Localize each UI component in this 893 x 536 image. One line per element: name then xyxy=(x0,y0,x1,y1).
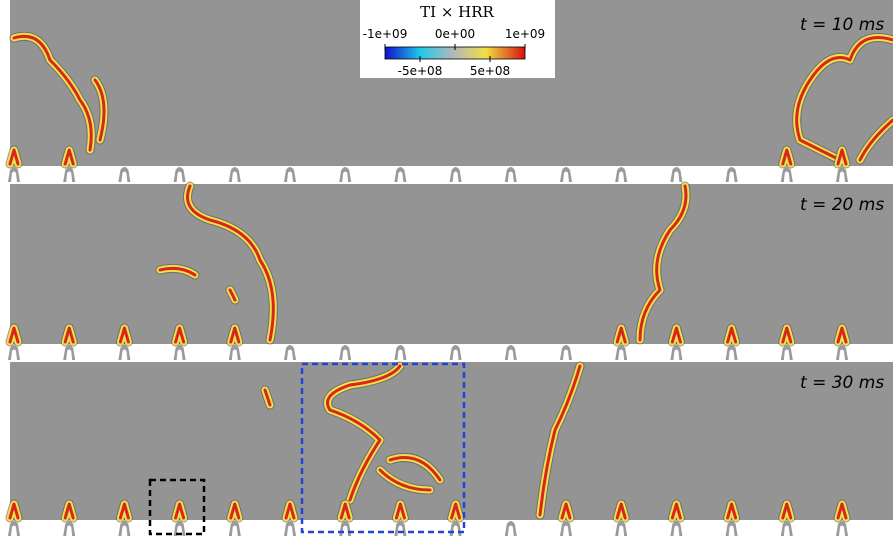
injector xyxy=(339,521,352,536)
injector xyxy=(449,345,462,360)
injector-flame xyxy=(65,504,73,518)
injector-flame xyxy=(783,150,791,164)
injector xyxy=(339,345,352,360)
injector-flame xyxy=(728,328,736,342)
injector xyxy=(394,167,407,182)
zoom-box-blue xyxy=(300,362,466,534)
injector xyxy=(670,345,683,360)
injector xyxy=(228,345,241,360)
injector xyxy=(284,167,296,182)
injector-flame xyxy=(838,328,846,342)
injector-flame xyxy=(286,504,294,518)
time-label: t = 20 ms xyxy=(800,195,884,215)
injector xyxy=(339,167,352,182)
injector-flame xyxy=(10,328,18,342)
injector xyxy=(228,167,241,182)
injector xyxy=(284,521,296,536)
injector xyxy=(725,167,738,182)
injector-flame xyxy=(341,504,349,518)
injector xyxy=(449,167,462,182)
injector xyxy=(8,521,20,536)
injector-flame xyxy=(783,328,791,342)
injector-flame xyxy=(452,504,460,518)
injector xyxy=(173,167,186,182)
injector xyxy=(284,345,296,360)
injector xyxy=(780,521,793,536)
colorbar-title: TI × HRR xyxy=(420,3,494,21)
zoom-box-black xyxy=(148,478,206,536)
injector-flame xyxy=(396,504,404,518)
flame-fronts xyxy=(10,31,893,518)
injector-flame xyxy=(783,504,791,518)
injector-flame xyxy=(231,328,239,342)
injector xyxy=(725,345,738,360)
colorbar-background xyxy=(360,0,555,78)
colorbar-tick-label: -1e+09 xyxy=(363,27,408,41)
injector xyxy=(63,345,76,360)
injector-flame xyxy=(176,328,184,342)
injector-flame xyxy=(65,328,73,342)
injector xyxy=(394,345,407,360)
time-label: t = 10 ms xyxy=(800,15,884,35)
injector xyxy=(560,521,572,536)
injector-flame xyxy=(617,504,625,518)
injector xyxy=(615,167,628,182)
injector xyxy=(63,167,76,182)
injector-flame xyxy=(562,504,570,518)
injector xyxy=(725,521,738,536)
injector xyxy=(615,521,628,536)
colorbar: TI × HRR -1e+09 0e+00 1e+09 -5e+08 5e+08 xyxy=(360,0,555,78)
injector xyxy=(560,167,572,182)
injector-flame xyxy=(838,504,846,518)
injector xyxy=(118,167,131,182)
colorbar-tick-label: 5e+08 xyxy=(470,64,510,78)
panel-3 xyxy=(10,362,893,520)
injector-flame xyxy=(65,150,73,164)
injector-flame xyxy=(672,328,680,342)
colorbar-tick-label: 0e+00 xyxy=(435,27,475,41)
injector xyxy=(670,521,683,536)
injector-flame xyxy=(838,150,846,164)
injector xyxy=(8,345,20,360)
injector xyxy=(780,167,793,182)
time-label: t = 30 ms xyxy=(800,373,884,393)
injector xyxy=(780,345,793,360)
injector xyxy=(63,521,76,536)
injector xyxy=(836,345,848,360)
injector xyxy=(504,345,517,360)
injector-flame xyxy=(617,328,625,342)
panel-2 xyxy=(10,184,893,344)
injector xyxy=(615,345,628,360)
injector xyxy=(836,167,848,182)
injector xyxy=(670,167,683,182)
injector-flame xyxy=(120,328,128,342)
injector-flame xyxy=(231,504,239,518)
injector xyxy=(560,345,572,360)
colorbar-tick-label: -5e+08 xyxy=(398,64,443,78)
injector-flame xyxy=(672,504,680,518)
injector xyxy=(228,521,241,536)
injector-flame xyxy=(120,504,128,518)
injector-flame xyxy=(728,504,736,518)
injector xyxy=(118,521,131,536)
injector-flame xyxy=(10,150,18,164)
injector xyxy=(836,521,848,536)
injector xyxy=(8,167,20,182)
injector xyxy=(394,521,407,536)
injector xyxy=(173,345,186,360)
injector xyxy=(504,521,517,536)
colorbar-tick-label: 1e+09 xyxy=(505,27,545,41)
injector-flame xyxy=(10,504,18,518)
injector xyxy=(449,521,462,536)
injector xyxy=(118,345,131,360)
injector-flame xyxy=(176,504,184,518)
injector xyxy=(504,167,517,182)
